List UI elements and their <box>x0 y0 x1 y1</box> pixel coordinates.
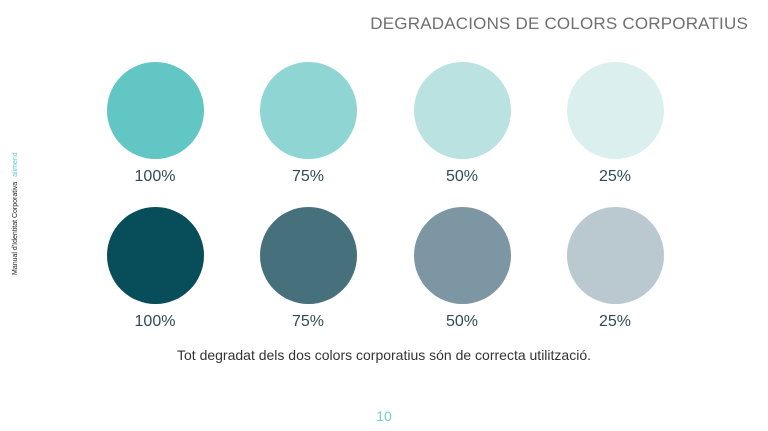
swatch-primary-25: 25% <box>541 62 689 186</box>
percentage-label: 25% <box>598 313 632 330</box>
swatch-primary-50: 50% <box>388 62 536 186</box>
usage-note: Tot degradat dels dos colors corporatius… <box>177 347 591 363</box>
color-circle <box>106 62 204 159</box>
swatch-secondary-100: 100% <box>81 207 229 331</box>
swatch-primary-75: 75% <box>234 62 382 186</box>
color-circle <box>259 62 357 159</box>
color-circle <box>106 207 204 304</box>
swatch-secondary-75: 75% <box>234 207 382 331</box>
page-number: 10 <box>376 408 392 424</box>
page-title: DEGRADACIONS DE COLORS CORPORATIUS <box>370 14 748 33</box>
swatch-primary-100: 100% <box>81 62 229 186</box>
swatch-secondary-50: 50% <box>388 207 536 331</box>
percentage-label: 50% <box>445 168 479 185</box>
sidebar-manual-label: Manual d'Identitat Corporativa alimend <box>12 152 19 275</box>
percentage-label: 25% <box>598 168 632 185</box>
percentage-label: 100% <box>134 168 176 185</box>
swatch-secondary-25: 25% <box>541 207 689 331</box>
color-circle <box>259 207 357 304</box>
manual-label: Manual d'Identitat Corporativa <box>12 181 19 275</box>
percentage-label: 100% <box>134 313 176 330</box>
color-circle <box>566 207 664 304</box>
percentage-label: 75% <box>291 168 325 185</box>
percentage-label: 75% <box>291 313 325 330</box>
brand-label: alimend <box>12 152 19 177</box>
percentage-label: 50% <box>445 313 479 330</box>
color-circle <box>413 207 511 304</box>
color-circle <box>413 62 511 159</box>
color-circle <box>566 62 664 159</box>
